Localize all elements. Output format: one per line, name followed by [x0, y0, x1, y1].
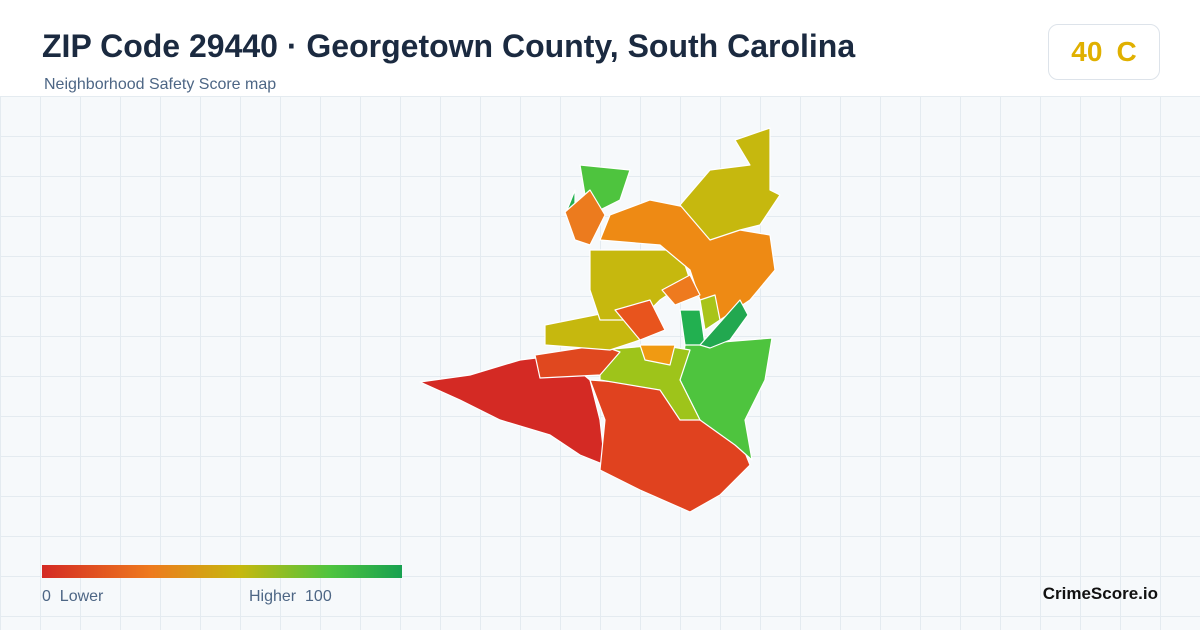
score-value: 40 — [1071, 36, 1103, 67]
region — [699, 294, 721, 331]
score-badge: 40 C — [1048, 24, 1160, 80]
brand: CrimeScore.io — [1042, 584, 1158, 603]
legend-min: 0 — [42, 588, 51, 605]
legend-min-label: Lower — [59, 588, 104, 605]
region — [614, 299, 666, 341]
header-bar — [0, 0, 1200, 96]
score-grade: C — [1116, 36, 1137, 67]
region — [679, 127, 781, 241]
legend-max: 100 — [305, 588, 332, 605]
legend-max-label: Higher — [249, 588, 297, 605]
legend-low: 0 Lower — [42, 588, 103, 606]
region — [679, 309, 706, 346]
subtitle: Neighborhood Safety Score map — [44, 76, 277, 93]
title: ZIP Code 29440 · Georgetown County, Sout… — [42, 28, 856, 64]
region — [699, 299, 749, 349]
region — [661, 274, 701, 306]
region — [639, 344, 676, 366]
region — [564, 189, 606, 246]
legend-gradient — [42, 565, 402, 578]
legend-high: Higher 100 — [249, 588, 332, 606]
